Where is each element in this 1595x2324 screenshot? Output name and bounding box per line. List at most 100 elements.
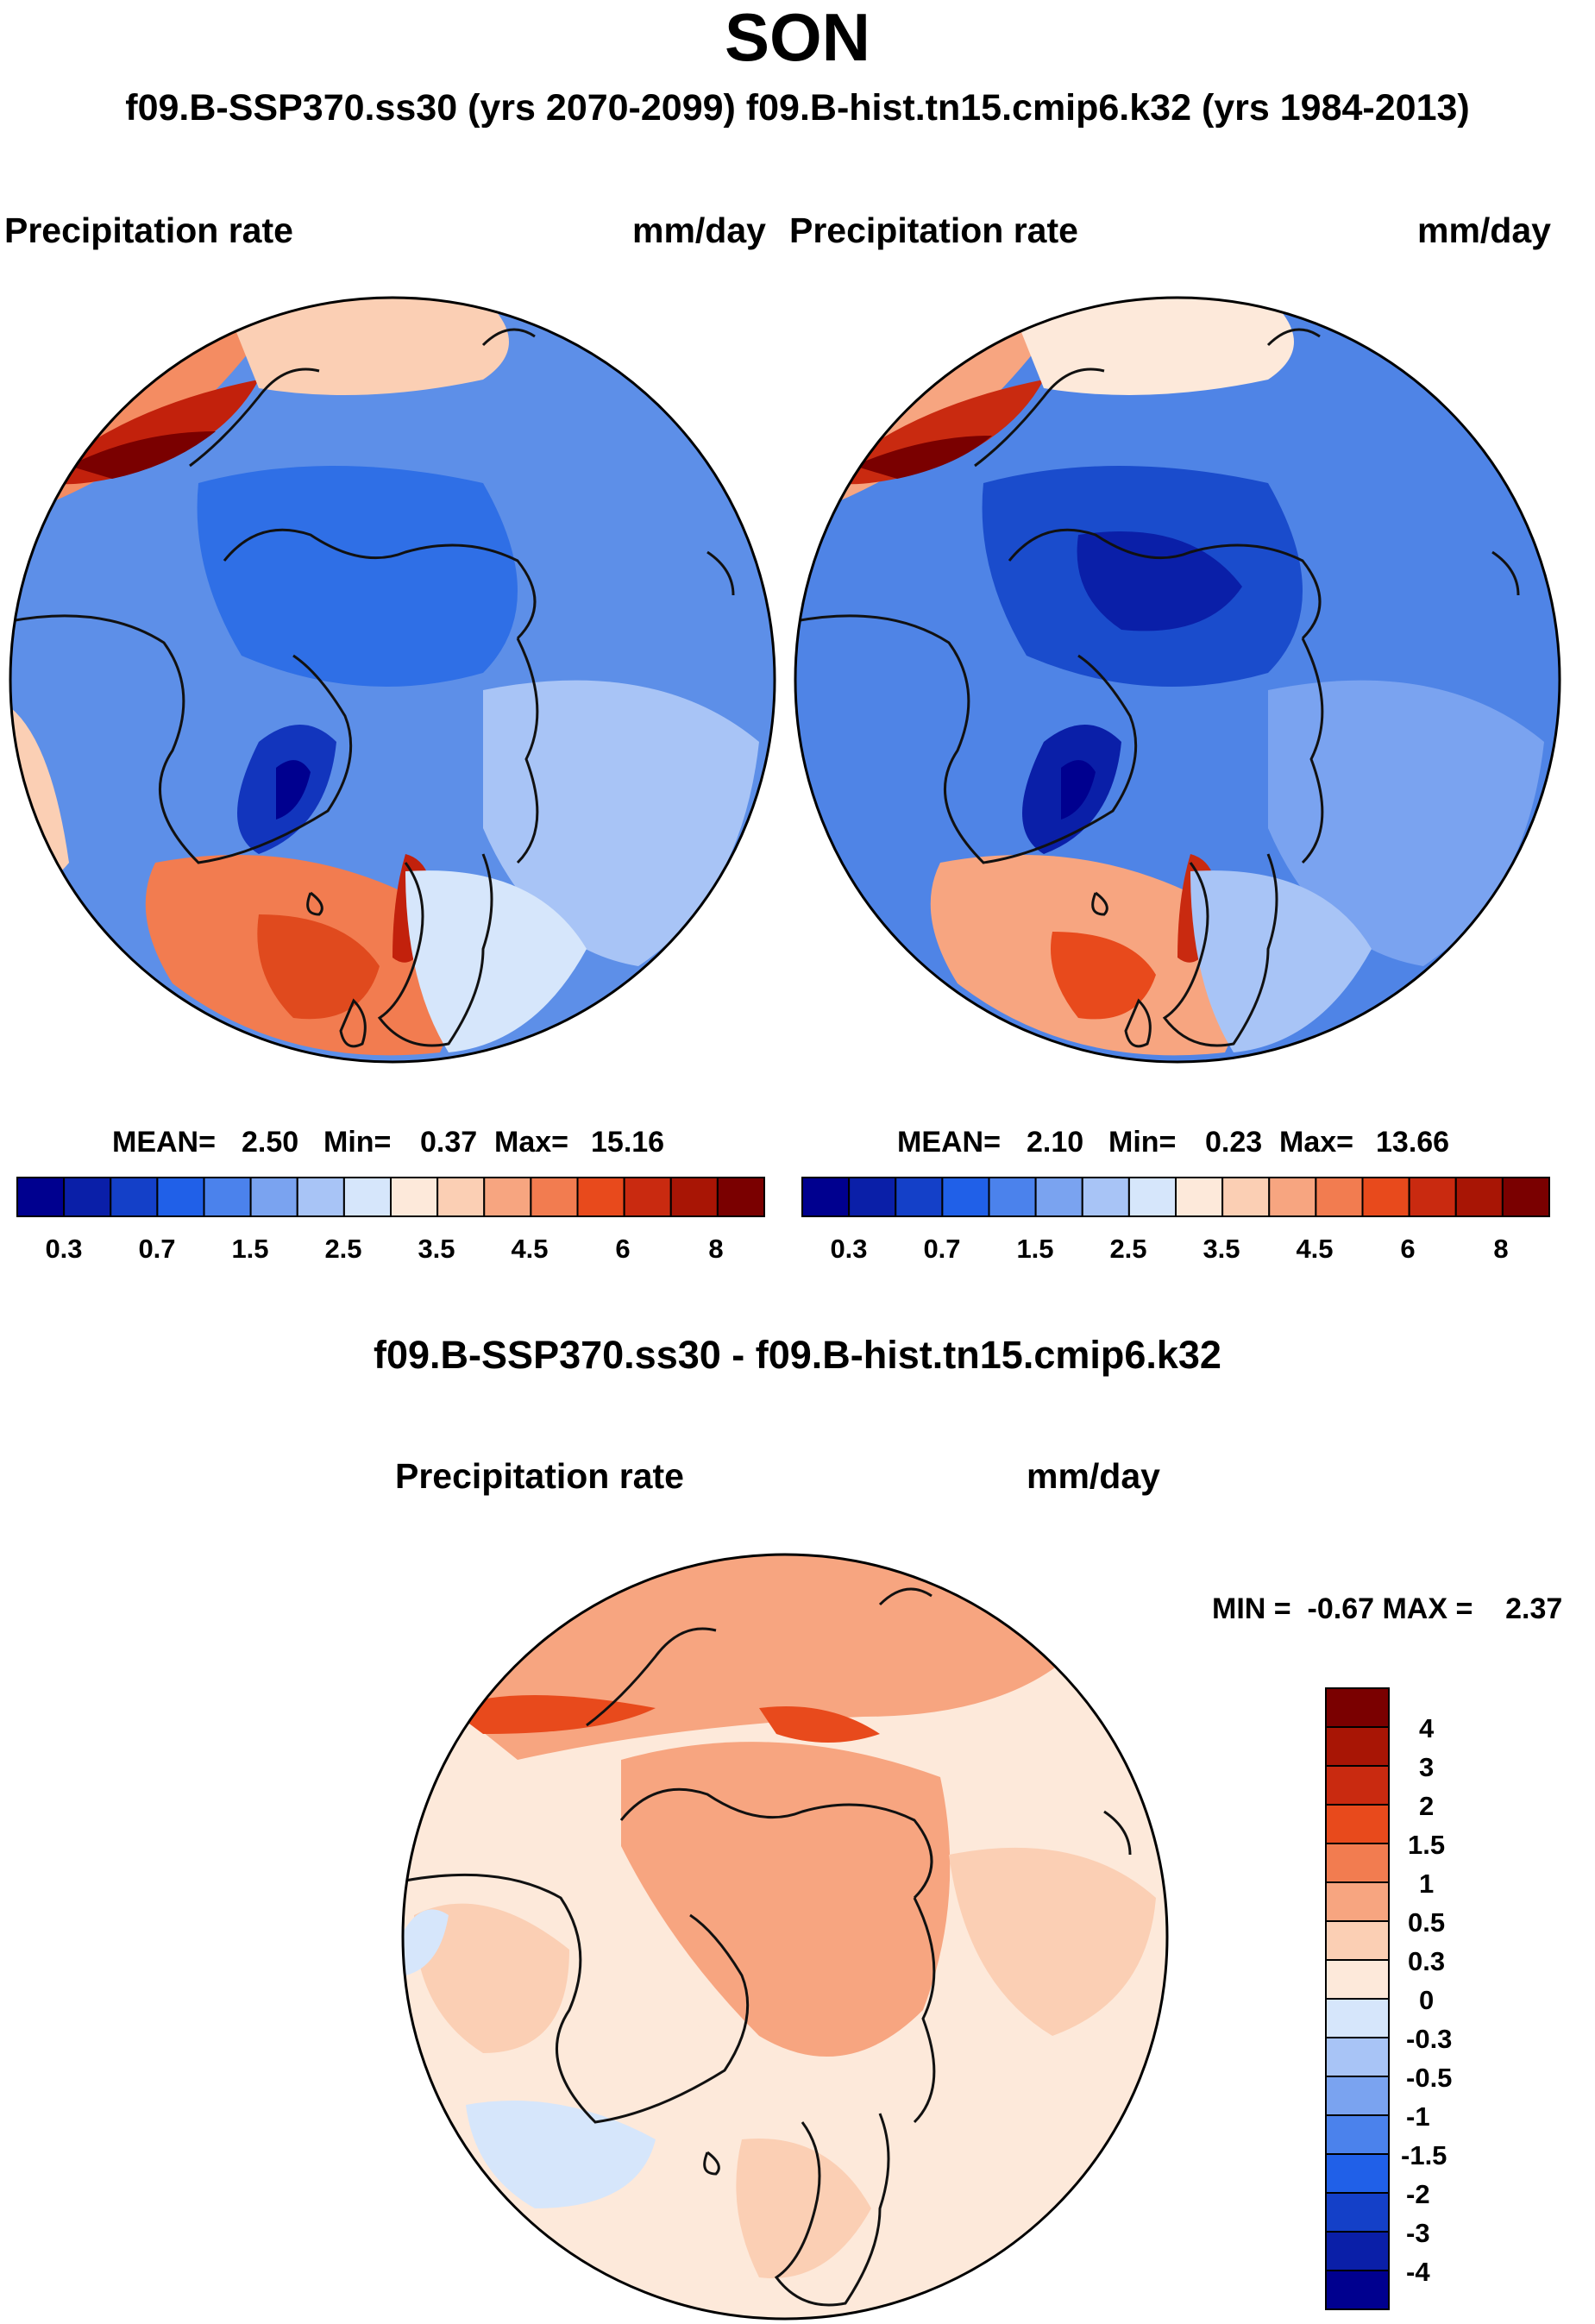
panel2-colorbar-cell xyxy=(801,1177,851,1217)
panel2-units-label: mm/day xyxy=(1417,210,1551,250)
panel1-europe-light xyxy=(405,870,587,1052)
panel2-cbar-tick: 8 xyxy=(1493,1234,1509,1264)
diff-cbar-tick: -0.3 xyxy=(1406,2024,1453,2054)
panel1-colorbar-cell xyxy=(530,1177,579,1217)
panel1-colorbar-cell xyxy=(669,1177,719,1217)
diff-cbar-tick: 2 xyxy=(1419,1791,1435,1821)
diff-map-border xyxy=(401,1553,1169,2321)
diff-cbar-tick: 4 xyxy=(1419,1713,1435,1743)
diff-colorbar-cell xyxy=(1325,1804,1390,1844)
diff-colorbar-cell xyxy=(1325,2231,1390,2271)
panel2-colorbar xyxy=(801,1177,1550,1217)
panel1-map xyxy=(9,296,776,1064)
panel2-arctic-core xyxy=(1077,531,1242,631)
diff-west-dry xyxy=(403,1909,449,1975)
diff-cbar-tick: 0.3 xyxy=(1408,1946,1446,1976)
diff-siberia xyxy=(949,1847,1156,2036)
panel1-min-value: 0.37 xyxy=(420,1126,478,1159)
diff-cbar-tick: -4 xyxy=(1406,2257,1430,2287)
diff-cbar-tick: -3 xyxy=(1406,2218,1430,2248)
diff-colorbar-cell xyxy=(1325,2114,1390,2155)
panel2-siberia-light xyxy=(1268,680,1544,966)
panel2-colorbar-cell xyxy=(941,1177,990,1217)
panel2-map-fields xyxy=(819,298,1544,1056)
panel2-cbar-tick: 0.3 xyxy=(830,1234,868,1264)
diff-cbar-tick: 1.5 xyxy=(1408,1830,1446,1860)
panel2-colorbar-cell xyxy=(1081,1177,1130,1217)
panel2-colorbar-cell xyxy=(1315,1177,1364,1217)
panel2-hudson-min xyxy=(1061,760,1096,820)
panel1-cbar-tick: 6 xyxy=(615,1234,631,1264)
panel1-cbar-tick: 8 xyxy=(708,1234,724,1264)
diff-colorbar-cell xyxy=(1325,1998,1390,2038)
panel1-beringia xyxy=(224,298,509,395)
diff-cbar-tick: -2 xyxy=(1406,2179,1430,2209)
panel1-coastlines xyxy=(10,328,735,1048)
panel1-colorbar-cell xyxy=(342,1177,392,1217)
panel1-arctic-dry xyxy=(197,466,518,687)
panel2-colorbar-cell xyxy=(1127,1177,1177,1217)
panel2-min-value: 0.23 xyxy=(1205,1126,1263,1159)
panel1-colorbar-cell xyxy=(716,1177,765,1217)
diff-arctic-increase xyxy=(621,1742,951,2057)
diff-minmax-text: MIN = -0.67 MAX = 2.37 xyxy=(1212,1592,1563,1625)
panel1-cbar-tick: 2.5 xyxy=(324,1234,362,1264)
panel1-colorbar-cell xyxy=(63,1177,112,1217)
panel1-colorbar-cell xyxy=(390,1177,439,1217)
diff-europe xyxy=(736,2139,871,2278)
panel1-colorbar-cell xyxy=(576,1177,625,1217)
diff-cbar-tick: 0 xyxy=(1419,1985,1435,2015)
panel1-cbar-tick: 0.3 xyxy=(45,1234,83,1264)
panel1-atlantic-core xyxy=(257,914,380,1020)
panel2-map-border xyxy=(794,296,1561,1064)
panel1-colorbar-cell xyxy=(16,1177,66,1217)
panel2-cbar-tick: 0.7 xyxy=(923,1234,961,1264)
diff-colorbar-cell xyxy=(1325,2153,1390,2194)
panel2-max-value: 13.66 xyxy=(1376,1126,1450,1159)
diff-colorbar-cell xyxy=(1325,1959,1390,2000)
panel1-cbar-tick: 0.7 xyxy=(138,1234,176,1264)
panel1-colorbar-cell xyxy=(249,1177,298,1217)
difference-title: f09.B-SSP370.ss30 - f09.B-hist.tn15.cmip… xyxy=(374,1333,1221,1377)
panel2-colorbar-cell xyxy=(988,1177,1037,1217)
panel2-colorbar-cell xyxy=(1175,1177,1224,1217)
diff-left-label: Precipitation rate xyxy=(395,1456,684,1496)
diff-cbar-tick: -1 xyxy=(1406,2101,1430,2132)
panel1-cbar-tick: 1.5 xyxy=(231,1234,269,1264)
diff-colorbar-cell xyxy=(1325,2037,1390,2077)
panel1-mean-label: MEAN= xyxy=(112,1126,216,1159)
panel1-colorbar-cell xyxy=(296,1177,345,1217)
panel2-map xyxy=(794,296,1561,1064)
panel1-map-fields xyxy=(10,298,759,1056)
panel1-map-border xyxy=(9,296,776,1064)
panel1-hudson-min xyxy=(276,760,311,820)
panel1-cbar-tick: 3.5 xyxy=(418,1234,455,1264)
diff-colorbar-cell xyxy=(1325,1920,1390,1961)
panel2-colorbar-cell xyxy=(848,1177,897,1217)
diff-canada xyxy=(414,1903,569,2053)
panel2-colorbar-cell xyxy=(1361,1177,1410,1217)
diff-cbar-tick: -1.5 xyxy=(1401,2140,1447,2170)
panel1-colorbar-cell xyxy=(110,1177,159,1217)
panel2-mean-label: MEAN= xyxy=(897,1126,1001,1159)
panel1-colorbar-cell xyxy=(156,1177,205,1217)
panel2-coastlines xyxy=(795,328,1520,1048)
panel1-max-value: 15.16 xyxy=(591,1126,665,1159)
diff-colorbar-cell xyxy=(1325,1881,1390,1922)
diff-colorbar-cell xyxy=(1325,1726,1390,1767)
panel1-max-label: Max= xyxy=(494,1126,568,1159)
panel2-europe-light xyxy=(1190,870,1372,1052)
panel2-colorbar-cell xyxy=(1454,1177,1504,1217)
panel2-cbar-tick: 2.5 xyxy=(1109,1234,1147,1264)
diff-bering-core xyxy=(759,1706,880,1743)
difference-map xyxy=(401,1553,1169,2321)
panel2-atlantic-core xyxy=(1051,932,1156,1020)
panel1-left-label: Precipitation rate xyxy=(4,210,293,250)
diff-cbar-tick: 3 xyxy=(1419,1752,1435,1782)
panel2-max-label: Max= xyxy=(1279,1126,1353,1159)
panel1-units-label: mm/day xyxy=(632,210,766,250)
panel2-colorbar-cell xyxy=(1034,1177,1083,1217)
panel1-pacific-max xyxy=(69,431,216,479)
panel2-cbar-tick: 1.5 xyxy=(1016,1234,1054,1264)
